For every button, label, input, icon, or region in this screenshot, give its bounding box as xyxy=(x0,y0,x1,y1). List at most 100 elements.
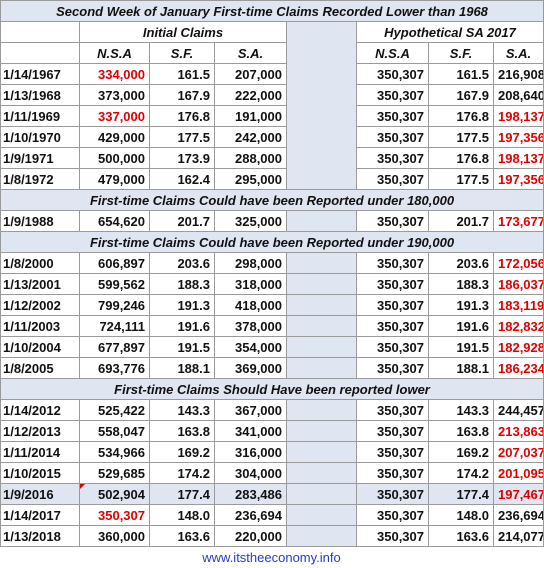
cell-nsa: 534,966 xyxy=(79,441,150,463)
cell-date: 1/8/2000 xyxy=(0,252,80,274)
cell-hsf: 177.5 xyxy=(428,168,494,190)
cell-sa: 191,000 xyxy=(214,105,287,127)
cell-sf: 177.4 xyxy=(149,483,215,505)
cell-hnsa: 350,307 xyxy=(356,525,429,547)
cell-hnsa: 350,307 xyxy=(356,441,429,463)
cell-hsa: 182,928 xyxy=(492,336,544,358)
cell-hnsa: 350,307 xyxy=(356,126,429,148)
cell-nsa: 529,685 xyxy=(79,462,150,484)
cell-sa: 236,694 xyxy=(214,504,287,526)
cell-sf: 163.6 xyxy=(149,525,215,547)
table-row: 1/11/1969 337,000 176.8 191,000 350,307 176.8… xyxy=(0,105,544,127)
cell-sa: 288,000 xyxy=(214,147,287,169)
cell-date: 1/12/2013 xyxy=(0,420,80,442)
spacer-cell xyxy=(286,462,357,484)
cell-sa: 298,000 xyxy=(214,252,287,274)
hypothetical-header: Hypothetical SA 2017 xyxy=(355,21,544,43)
cell-hsa: 173,677 xyxy=(492,210,544,232)
cell-hsa: 198,137 xyxy=(492,147,544,169)
cell-nsa: 599,562 xyxy=(79,273,150,295)
cell-nsa: 360,000 xyxy=(79,525,150,547)
cell-hnsa: 350,307 xyxy=(356,105,429,127)
cell-hnsa: 350,307 xyxy=(356,483,429,505)
cell-hnsa: 350,307 xyxy=(356,273,429,295)
cell-date: 1/9/1971 xyxy=(0,147,80,169)
cell-hsa: 201,095 xyxy=(492,462,544,484)
cell-hsa: 182,832 xyxy=(492,315,544,337)
cell-sa: 418,000 xyxy=(214,294,287,316)
col-hyp-sf: S.F. xyxy=(428,42,494,64)
cell-hsf: 176.8 xyxy=(428,147,494,169)
cell-nsa: 558,047 xyxy=(79,420,150,442)
cell-sf: 191.3 xyxy=(149,294,215,316)
col-nsa: N.S.A xyxy=(79,42,150,64)
cell-hsf: 167.9 xyxy=(428,84,494,106)
cell-hnsa: 350,307 xyxy=(356,504,429,526)
spacer-cell xyxy=(286,504,357,526)
cell-sa: 304,000 xyxy=(214,462,287,484)
cell-hsf: 203.6 xyxy=(428,252,494,274)
cell-hsf: 161.5 xyxy=(428,63,494,85)
cell-date: 1/11/2003 xyxy=(0,315,80,337)
table-row: 1/9/2016 502,904 177.4 283,486 350,307 177.4 1… xyxy=(0,483,544,505)
cell-nsa: 654,620 xyxy=(79,210,150,232)
cell-nsa: 606,897 xyxy=(79,252,150,274)
cell-sf: 162.4 xyxy=(149,168,215,190)
cell-hnsa: 350,307 xyxy=(356,63,429,85)
cell-date: 1/10/1970 xyxy=(0,126,80,148)
section-row: First-time Claims Could have been Report… xyxy=(0,189,544,211)
table-row: 1/11/2014 534,966 169.2 316,000 350,307 169.2… xyxy=(0,441,544,463)
cell-hsf: 188.3 xyxy=(428,273,494,295)
cell-nsa: 500,000 xyxy=(79,147,150,169)
table-row: 1/12/2002 799,246 191.3 418,000 350,307 191.3… xyxy=(0,294,544,316)
cell-sa: 222,000 xyxy=(214,84,287,106)
cell-hnsa: 350,307 xyxy=(356,399,429,421)
cell-sa: 242,000 xyxy=(214,126,287,148)
table-title: Second Week of January First-time Claims… xyxy=(0,0,544,22)
cell-sa: 220,000 xyxy=(214,525,287,547)
cell-hnsa: 350,307 xyxy=(356,420,429,442)
col-hyp-nsa: N.S.A xyxy=(356,42,429,64)
cell-hsa: 216,908 xyxy=(492,63,544,85)
cell-hsf: 176.8 xyxy=(428,105,494,127)
cell-date: 1/12/2002 xyxy=(0,294,80,316)
cell-sf: 161.5 xyxy=(149,63,215,85)
cell-nsa: 502,904 xyxy=(79,483,150,505)
cell-hnsa: 350,307 xyxy=(356,357,429,379)
cell-hsf: 143.3 xyxy=(428,399,494,421)
cell-date: 1/11/1969 xyxy=(0,105,80,127)
cell-hsa: 197,356 xyxy=(492,126,544,148)
cell-hsf: 148.0 xyxy=(428,504,494,526)
cell-hsa: 186,234 xyxy=(492,357,544,379)
table-row: 1/9/1988 654,620 201.7 325,000 350,307 201.7 1… xyxy=(0,210,544,232)
cell-hnsa: 350,307 xyxy=(356,315,429,337)
cell-sa: 318,000 xyxy=(214,273,287,295)
cell-hsf: 201.7 xyxy=(428,210,494,232)
cell-sf: 203.6 xyxy=(149,252,215,274)
cell-sf: 188.3 xyxy=(149,273,215,295)
cell-hnsa: 350,307 xyxy=(356,147,429,169)
initial-claims-header: Initial Claims xyxy=(79,21,287,43)
cell-nsa: 337,000 xyxy=(79,105,150,127)
cell-nsa: 693,776 xyxy=(79,357,150,379)
cell-sf: 143.3 xyxy=(149,399,215,421)
cell-hsa: 172,056 xyxy=(492,252,544,274)
cell-hnsa: 350,307 xyxy=(356,210,429,232)
cell-date: 1/9/2016 xyxy=(0,483,80,505)
cell-hsa: 213,863 xyxy=(492,420,544,442)
cell-nsa: 350,307 xyxy=(79,504,150,526)
cell-hsf: 163.6 xyxy=(428,525,494,547)
cell-sf: 177.5 xyxy=(149,126,215,148)
section-row: First-time Claims Should Have been repor… xyxy=(0,378,544,400)
cell-date: 1/8/1972 xyxy=(0,168,80,190)
footer-link[interactable]: www.itstheeconomy.info xyxy=(202,550,341,565)
cell-sa: 207,000 xyxy=(214,63,287,85)
cell-hnsa: 350,307 xyxy=(356,294,429,316)
cell-sf: 167.9 xyxy=(149,84,215,106)
section-heading: First-time Claims Could have been Report… xyxy=(0,231,544,253)
cell-hnsa: 350,307 xyxy=(356,462,429,484)
col-hyp-sa: S.A. xyxy=(492,42,544,64)
cell-nsa: 799,246 xyxy=(79,294,150,316)
cell-sf: 176.8 xyxy=(149,105,215,127)
cell-hsa: 186,037 xyxy=(492,273,544,295)
